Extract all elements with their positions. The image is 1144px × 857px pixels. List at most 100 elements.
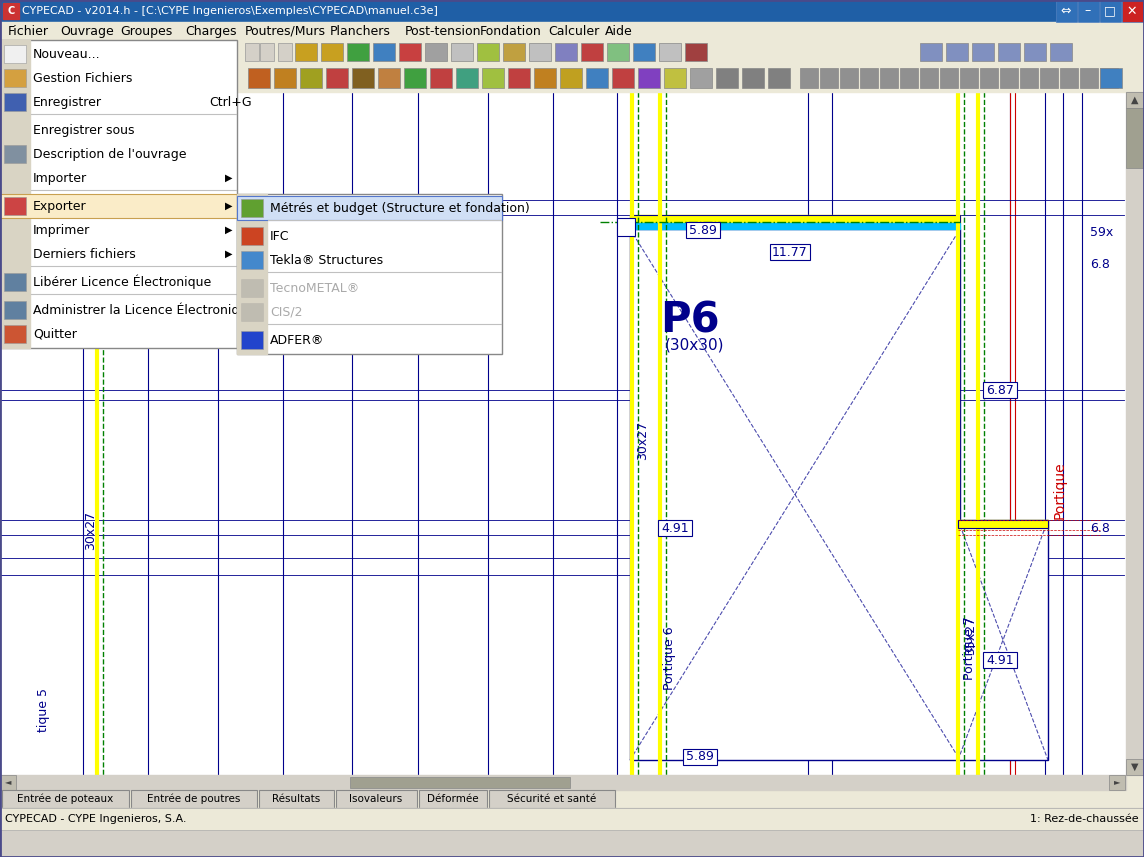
- Bar: [3, 145, 26, 163]
- Text: 4.91: 4.91: [986, 654, 1014, 667]
- Text: Portique: Portique: [1052, 461, 1067, 518]
- Bar: [430, 68, 452, 88]
- Text: Importer: Importer: [33, 171, 87, 184]
- Bar: [326, 68, 348, 88]
- Bar: [3, 93, 26, 111]
- Text: Portique 7: Portique 7: [963, 616, 977, 680]
- Bar: [946, 43, 968, 61]
- Bar: [1126, 92, 1144, 775]
- Bar: [237, 194, 267, 354]
- Text: Derniers fichiers: Derniers fichiers: [33, 248, 136, 261]
- Bar: [3, 273, 26, 291]
- Text: Résultats: Résultats: [272, 794, 320, 804]
- Bar: [900, 68, 917, 88]
- Bar: [0, 40, 30, 348]
- Text: ◄: ◄: [5, 777, 11, 787]
- Bar: [617, 218, 635, 236]
- Text: Gestion Fichiers: Gestion Fichiers: [33, 71, 133, 85]
- Bar: [241, 303, 263, 321]
- Text: 59x: 59x: [1090, 225, 1113, 238]
- Bar: [1000, 68, 1018, 88]
- Text: ▲: ▲: [1131, 95, 1138, 105]
- Bar: [1080, 68, 1098, 88]
- Bar: [1056, 0, 1077, 22]
- Text: 11.77: 11.77: [772, 245, 808, 259]
- Bar: [245, 43, 259, 61]
- Text: CYPECAD - CYPE Ingenieros, S.A.: CYPECAD - CYPE Ingenieros, S.A.: [5, 814, 186, 824]
- Bar: [860, 68, 877, 88]
- Bar: [419, 790, 486, 808]
- Bar: [1122, 0, 1143, 22]
- Bar: [1101, 0, 1121, 22]
- Bar: [920, 68, 938, 88]
- Text: Sécurité et santé: Sécurité et santé: [507, 794, 596, 804]
- Bar: [983, 652, 1017, 668]
- Text: Nouveau...: Nouveau...: [33, 47, 101, 61]
- Text: IFC: IFC: [270, 230, 289, 243]
- Text: 6.87: 6.87: [986, 383, 1014, 397]
- Text: ▶: ▶: [225, 201, 232, 211]
- Bar: [586, 68, 607, 88]
- Text: ▶: ▶: [225, 249, 232, 259]
- Bar: [3, 69, 26, 87]
- Text: Portique 6: Portique 6: [664, 626, 676, 690]
- Bar: [278, 43, 292, 61]
- Bar: [241, 279, 263, 297]
- Text: Fichier: Fichier: [8, 25, 49, 38]
- Bar: [820, 68, 839, 88]
- Bar: [716, 68, 738, 88]
- Bar: [1126, 92, 1144, 108]
- Bar: [683, 749, 717, 765]
- Bar: [482, 68, 505, 88]
- Text: Ouvrage: Ouvrage: [59, 25, 113, 38]
- Bar: [880, 68, 898, 88]
- Bar: [404, 68, 426, 88]
- Bar: [352, 68, 374, 88]
- Text: P6: P6: [660, 299, 720, 341]
- Text: Enregistrer: Enregistrer: [33, 95, 102, 109]
- Text: CIS/2: CIS/2: [270, 305, 302, 319]
- Bar: [456, 68, 478, 88]
- Bar: [335, 790, 416, 808]
- Bar: [529, 43, 551, 61]
- Bar: [1109, 775, 1125, 790]
- Text: Imprimer: Imprimer: [33, 224, 90, 237]
- Text: Enregistrer sous: Enregistrer sous: [33, 123, 135, 136]
- Bar: [742, 68, 764, 88]
- Text: 5.89: 5.89: [689, 224, 717, 237]
- Bar: [237, 194, 502, 354]
- Bar: [0, 808, 1144, 857]
- Text: Métrés et budget (Structure et fondation): Métrés et budget (Structure et fondation…: [270, 201, 530, 214]
- Bar: [0, 0, 1144, 22]
- Text: Poutres/Murs: Poutres/Murs: [245, 25, 326, 38]
- Bar: [248, 68, 270, 88]
- Bar: [3, 301, 26, 319]
- Bar: [983, 382, 1017, 398]
- Bar: [0, 92, 1126, 775]
- Bar: [241, 251, 263, 269]
- Bar: [241, 199, 263, 217]
- Bar: [972, 43, 994, 61]
- Text: Description de l'ouvrage: Description de l'ouvrage: [33, 147, 186, 160]
- Bar: [630, 215, 960, 223]
- Bar: [0, 194, 237, 218]
- Bar: [241, 227, 263, 245]
- Bar: [2, 790, 128, 808]
- Bar: [1101, 68, 1122, 88]
- Bar: [347, 43, 370, 61]
- Text: TecnoMETAL®: TecnoMETAL®: [270, 281, 359, 295]
- Text: Entrée de poutres: Entrée de poutres: [148, 794, 240, 804]
- Text: 1: Rez-de-chaussée: 1: Rez-de-chaussée: [1031, 814, 1139, 824]
- Text: Calculer: Calculer: [548, 25, 599, 38]
- Text: 5.89: 5.89: [686, 751, 714, 764]
- Bar: [399, 43, 421, 61]
- Text: □: □: [1104, 4, 1115, 17]
- Bar: [685, 43, 707, 61]
- Bar: [607, 43, 629, 61]
- Bar: [664, 68, 686, 88]
- Text: ►: ►: [1114, 777, 1120, 787]
- Text: Exporter: Exporter: [33, 200, 87, 213]
- Text: 4.91: 4.91: [661, 522, 689, 535]
- Bar: [1024, 43, 1046, 61]
- Bar: [0, 40, 237, 348]
